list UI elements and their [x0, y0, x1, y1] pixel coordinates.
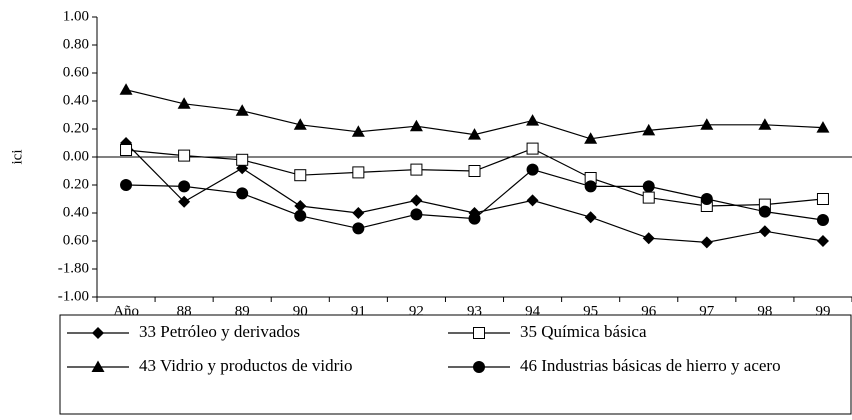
x-tick-label: 98	[757, 303, 772, 319]
data-point	[410, 208, 423, 221]
data-point	[236, 187, 249, 200]
y-tick-label: 0.80	[63, 36, 89, 52]
data-point	[293, 118, 307, 130]
data-point	[816, 235, 829, 247]
data-point	[352, 207, 365, 219]
y-tick-label: -1.00	[58, 288, 89, 304]
x-tick-label: Año	[113, 303, 139, 319]
data-point	[468, 128, 481, 140]
data-point	[352, 222, 365, 235]
data-point	[351, 125, 365, 137]
x-tick-label: 93	[467, 303, 482, 319]
y-tick-label: 0.00	[63, 148, 89, 164]
legend-box	[59, 314, 852, 415]
x-tick-label: 96	[641, 303, 657, 319]
legend-label: 33 Petróleo y derivados	[139, 322, 300, 341]
series-line	[125, 142, 824, 244]
x-tick-label: 89	[235, 303, 250, 319]
data-point	[294, 209, 307, 222]
x-tick-label: 91	[351, 303, 366, 319]
data-point	[642, 123, 656, 136]
data-point	[177, 97, 191, 109]
data-point	[758, 118, 772, 130]
data-point	[468, 165, 481, 177]
data-point	[584, 180, 597, 193]
data-point	[178, 180, 191, 193]
data-point	[526, 114, 540, 126]
data-point	[235, 104, 249, 116]
data-point	[178, 195, 191, 208]
data-point	[642, 191, 655, 204]
legend-marker	[473, 327, 485, 339]
data-point	[700, 193, 713, 205]
x-tick-label: 88	[177, 303, 192, 319]
x-tick-label: 99	[815, 303, 830, 319]
data-point	[294, 169, 307, 182]
data-point	[352, 166, 365, 179]
y-tick-label: 0.20	[63, 120, 89, 136]
data-point	[816, 193, 829, 205]
y-tick-label: 0.20	[63, 176, 89, 192]
data-point	[642, 232, 655, 245]
data-point	[409, 119, 423, 132]
y-tick-label: 0.40	[63, 204, 89, 220]
data-point	[584, 132, 598, 144]
y-tick-label: 1.00	[63, 8, 89, 24]
data-point	[178, 149, 191, 162]
data-point	[119, 83, 133, 95]
x-tick-label: 92	[409, 303, 424, 319]
x-tick-label: 94	[525, 303, 541, 319]
data-point	[816, 121, 830, 133]
data-point	[758, 225, 771, 238]
data-point	[642, 180, 655, 193]
data-point	[294, 200, 307, 212]
x-tick-label: 90	[293, 303, 308, 319]
x-tick-label: 97	[699, 303, 715, 319]
data-point	[120, 179, 133, 191]
legend-label: 35 Química básica	[520, 322, 647, 341]
data-point	[120, 144, 133, 156]
y-tick-label: 0.60	[63, 232, 89, 248]
legend-marker	[91, 360, 105, 372]
data-point	[410, 194, 423, 207]
data-point	[816, 214, 829, 226]
legend-marker	[92, 327, 104, 339]
x-tick-label: 95	[583, 303, 598, 319]
data-point	[700, 236, 713, 249]
legend-label: 46 Industrias básicas de hierro y acero	[520, 356, 781, 375]
y-tick-label: 0.60	[63, 64, 89, 80]
data-point	[700, 118, 714, 130]
y-tick-label: 0.40	[63, 92, 89, 108]
data-point	[526, 163, 539, 176]
data-point	[526, 194, 539, 207]
legend-label: 43 Vidrio y productos de vidrio	[139, 356, 353, 375]
data-point	[584, 211, 597, 224]
data-point	[236, 153, 249, 166]
data-point	[526, 142, 539, 155]
y-tick-label: -1.80	[58, 260, 89, 276]
data-point	[758, 205, 771, 218]
data-point	[410, 163, 423, 176]
y-axis-label: ici	[9, 150, 25, 165]
data-point	[468, 212, 481, 225]
legend-marker	[473, 361, 485, 373]
